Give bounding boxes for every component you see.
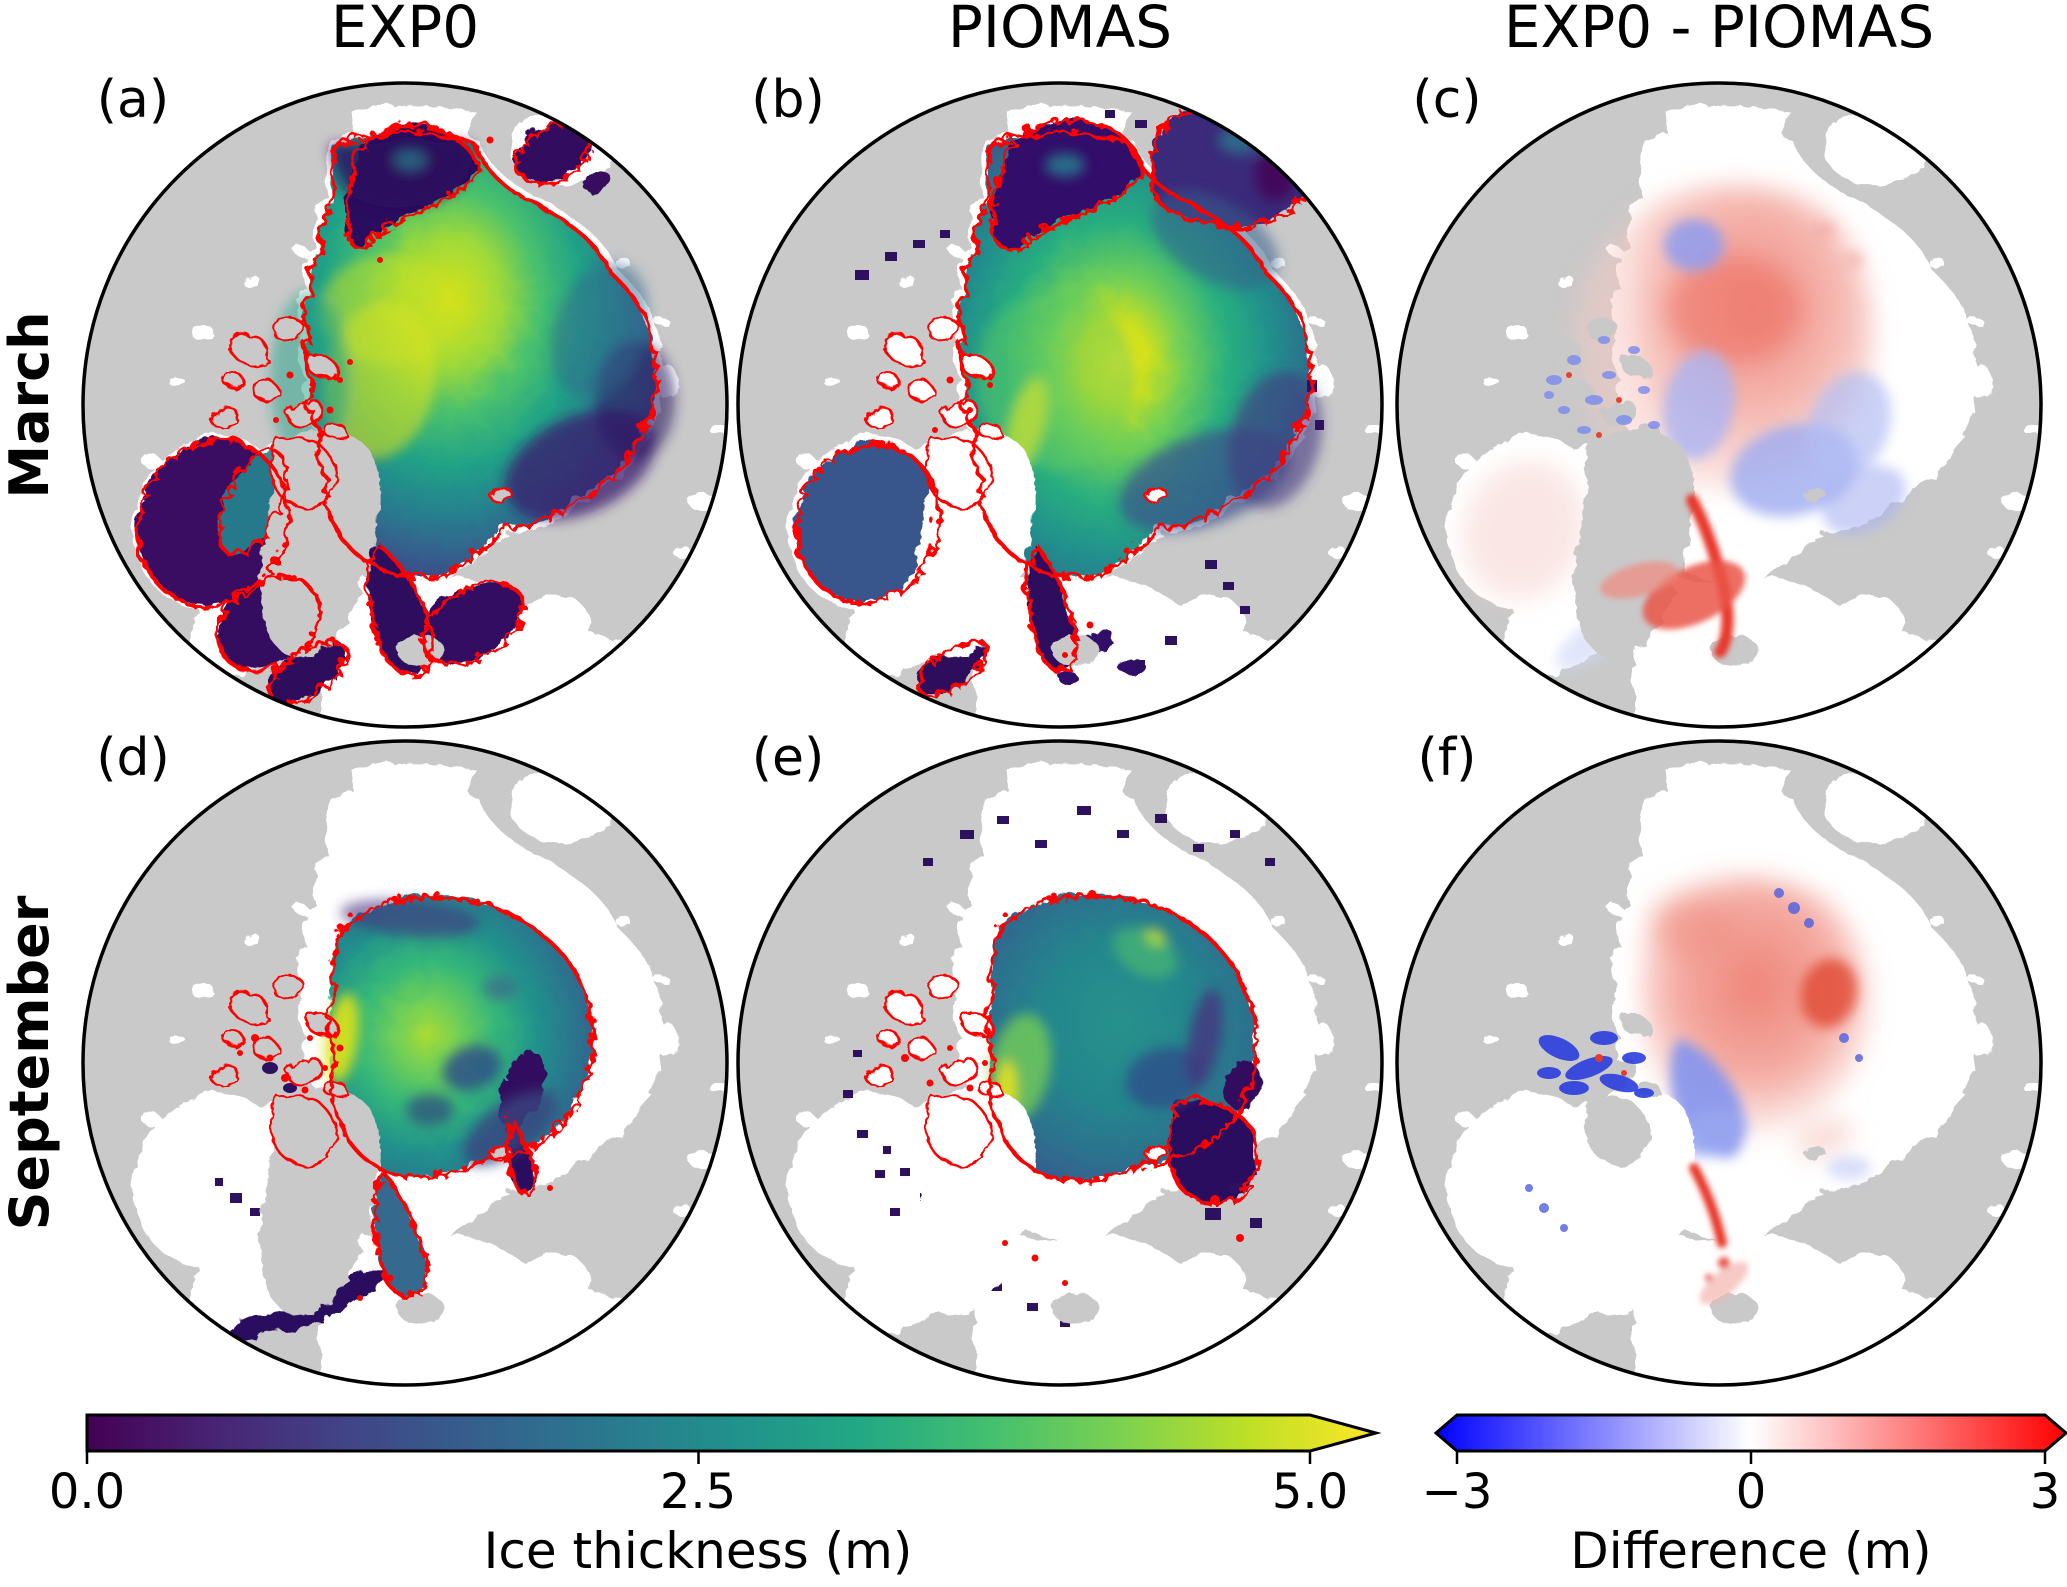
panel-label-d: (d): [96, 728, 170, 788]
colorbar-gradient-bar: [1433, 1413, 2067, 1453]
cb1-axis-label: Ice thickness (m): [483, 1522, 913, 1580]
cb1-tick-0: 0.0: [48, 1464, 126, 1520]
panel-label-a: (a): [96, 70, 170, 130]
panel-label-c: (c): [1412, 70, 1482, 130]
column-title-piomas: PIOMAS: [947, 0, 1173, 61]
coastal-thin-ice: [855, 110, 1324, 668]
colorbar-ice-thickness: [85, 1413, 1382, 1464]
map-panel-c: [1395, 81, 2043, 729]
map-panel-b: [736, 81, 1384, 729]
row-title-march: March: [0, 311, 61, 499]
panel-label-e: (e): [751, 728, 825, 788]
column-title-exp0: EXP0: [330, 0, 480, 61]
panel-border: [81, 81, 729, 729]
contour-speckles: [932, 376, 1094, 658]
archipelago-diff-speckles: [1544, 336, 1660, 438]
contour-speckles: [237, 1034, 553, 1301]
archipelago-diff-speckles: [1525, 888, 1863, 1232]
column-title-difference: EXP0 - PIOMAS: [1503, 0, 1935, 61]
difference-layer: [1462, 184, 1906, 670]
colorbar-difference: [1433, 1413, 2067, 1464]
colorbar-ticks: [85, 1451, 1312, 1464]
cb1-tick-1: 2.5: [659, 1464, 737, 1520]
cb2-tick-0: −3: [1421, 1464, 1493, 1520]
map-panel-e: [736, 739, 1384, 1387]
ice-edge-contour: [791, 97, 1311, 695]
cb2-axis-label: Difference (m): [1570, 1522, 1932, 1580]
map-panel-d: [81, 739, 729, 1387]
cb2-tick-2: 3: [2029, 1464, 2061, 1520]
contour-speckles: [273, 136, 494, 438]
cb2-tick-1: 0: [1735, 1464, 1767, 1520]
colorbar-gradient-bar: [85, 1413, 1382, 1453]
row-title-september: September: [0, 895, 61, 1231]
panel-label-b: (b): [751, 70, 825, 130]
ice-layer: [793, 99, 1324, 693]
map-panel-a: [81, 81, 729, 729]
cb1-tick-2: 5.0: [1271, 1464, 1349, 1520]
contour-speckles: [901, 1045, 1244, 1286]
panel-label-f: (f): [1417, 728, 1477, 788]
east-greenland-red-streak: [1600, 494, 1746, 658]
colorbar-ticks: [1455, 1451, 2047, 1464]
map-panel-f: [1395, 739, 2043, 1387]
east-greenland-red-streak: [1689, 1163, 1749, 1305]
